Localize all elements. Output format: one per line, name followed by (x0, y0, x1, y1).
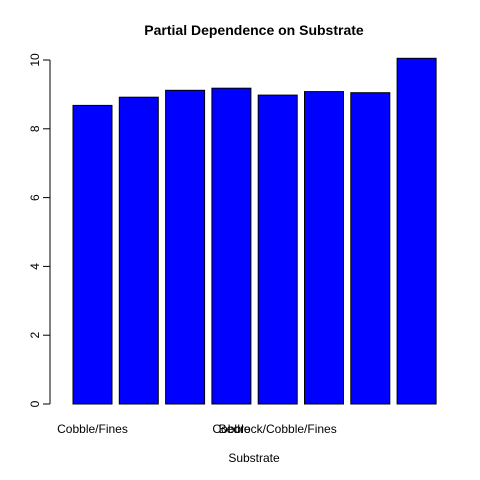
y-tick-label-4: 4 (28, 263, 42, 270)
bar-3 (211, 87, 252, 405)
x-tick-label-4: Bedrock/Cobble/Fines (219, 422, 337, 436)
bars (72, 57, 437, 405)
bar-6 (350, 92, 391, 405)
y-tick-label-8: 8 (28, 125, 42, 132)
bar-1 (118, 96, 159, 405)
bar-0 (72, 104, 113, 405)
x-tick-label-0: Cobble/Fines (57, 422, 128, 436)
y-tick-label-10: 10 (28, 53, 42, 67)
chart-title: Partial Dependence on Substrate (144, 22, 364, 38)
y-tick-label-2: 2 (28, 332, 42, 339)
y-axis: 0 2 4 6 8 10 (28, 53, 51, 407)
bar-7 (396, 57, 437, 405)
y-tick-label-0: 0 (28, 400, 42, 407)
y-tick-label-6: 6 (28, 194, 42, 201)
x-tick-label-3: Cobble (212, 422, 250, 436)
bar-5 (304, 91, 344, 405)
x-axis-label: Substrate (228, 451, 280, 465)
bar-4 (257, 94, 298, 405)
bar-2 (165, 89, 206, 405)
